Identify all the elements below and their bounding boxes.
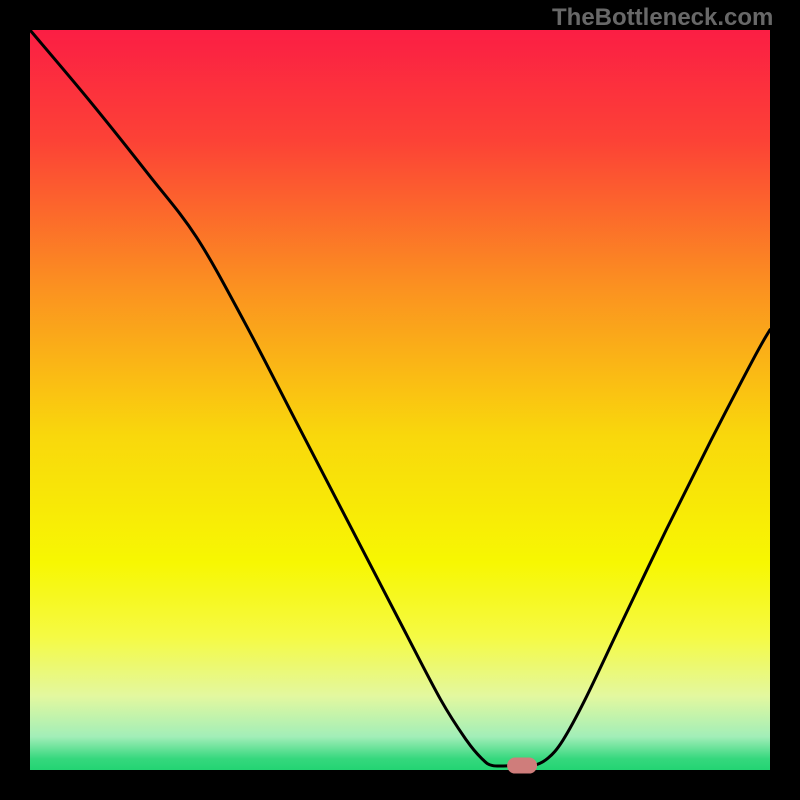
- chart-stage: TheBottleneck.com: [0, 0, 800, 800]
- optimal-point-marker: [507, 758, 537, 774]
- chart-svg: [0, 0, 800, 800]
- gradient-plot-area: [30, 30, 770, 770]
- watermark-text: TheBottleneck.com: [552, 4, 773, 32]
